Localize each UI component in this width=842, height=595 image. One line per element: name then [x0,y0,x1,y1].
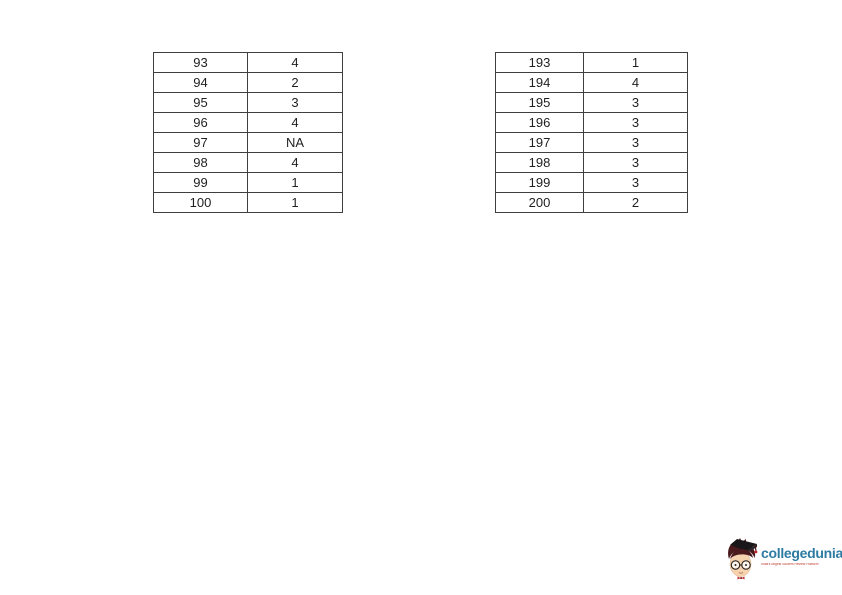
table-row: 198 3 [495,152,688,173]
table-cell: 4 [247,152,343,173]
table-cell: 100 [153,192,248,213]
table-cell: 4 [247,52,343,73]
table-row: 100 1 [153,192,343,213]
table-cell: 3 [583,92,688,113]
table-cell: 193 [495,52,584,73]
table-cell: 3 [583,172,688,193]
table-cell: NA [247,132,343,153]
brand-name: collegedunia [761,545,842,561]
table-cell: 195 [495,92,584,113]
table-cell: 198 [495,152,584,173]
table-row: 98 4 [153,152,343,173]
brand-tagline: India's largest Student Review Platform [761,563,819,567]
table-cell: 1 [583,52,688,73]
table-cell: 199 [495,172,584,193]
table-cell: 4 [583,72,688,93]
collegedunia-logo: collegedunia India's largest Student Rev… [725,537,842,581]
score-table-right: 193 1 194 4 195 3 196 3 197 3 198 3 199 3 200 2 [495,52,688,213]
table-row: 94 2 [153,72,343,93]
table-cell: 3 [583,152,688,173]
table-cell: 3 [583,132,688,153]
table-cell: 1 [247,192,343,213]
table-cell: 194 [495,72,584,93]
table-row: 95 3 [153,92,343,113]
table-row: 199 3 [495,172,688,193]
table-cell: 95 [153,92,248,113]
table-row: 93 4 [153,52,343,73]
table-row: 194 4 [495,72,688,93]
table-cell: 97 [153,132,248,153]
table-cell: 1 [247,172,343,193]
table-cell: 3 [247,92,343,113]
table-row: 200 2 [495,192,688,213]
table-cell: 196 [495,112,584,133]
mascot-icon [728,538,758,580]
table-cell: 99 [153,172,248,193]
table-cell: 94 [153,72,248,93]
table-cell: 4 [247,112,343,133]
score-table-left: 93 4 94 2 95 3 96 4 97 NA 98 4 99 1 100 1 [153,52,343,213]
table-cell: 96 [153,112,248,133]
table-cell: 3 [583,112,688,133]
table-cell: 200 [495,192,584,213]
table-row: 197 3 [495,132,688,153]
table-row: 196 3 [495,112,688,133]
table-cell: 93 [153,52,248,73]
table-cell: 2 [247,72,343,93]
table-row: 195 3 [495,92,688,113]
table-row: 97 NA [153,132,343,153]
table-cell: 197 [495,132,584,153]
table-row: 193 1 [495,52,688,73]
logo-text-block: collegedunia India's largest Student Rev… [761,537,842,569]
table-cell: 98 [153,152,248,173]
table-cell: 2 [583,192,688,213]
table-row: 96 4 [153,112,343,133]
table-row: 99 1 [153,172,343,193]
